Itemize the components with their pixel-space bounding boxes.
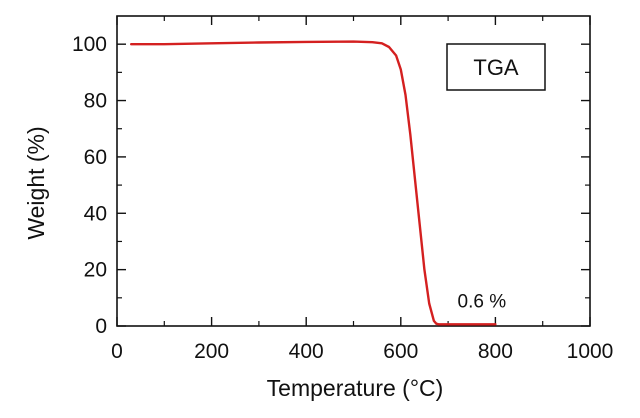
tick-marks [116, 16, 591, 327]
residual-annotation: 0.6 % [458, 292, 507, 313]
legend-box [446, 43, 546, 91]
tick-labels: 0 200 400 600 800 1000 0 20 40 60 80 100 [72, 33, 613, 363]
x-tick-label: 200 [194, 340, 229, 363]
x-tick-label: 0 [111, 340, 123, 363]
y-tick-label: 40 [84, 202, 107, 225]
y-tick-label: 0 [95, 315, 107, 338]
x-tick-label: 1000 [567, 340, 614, 363]
plot-border [116, 15, 591, 327]
plot-frame [116, 15, 591, 327]
x-axis-label: Temperature (°C) [267, 375, 444, 401]
legend-box-text: TGA [473, 55, 519, 80]
y-tick-label: 100 [72, 33, 107, 56]
y-tick-label: 80 [84, 90, 107, 113]
y-tick-label: 60 [84, 146, 107, 169]
y-axis-label: Weight (%) [23, 126, 49, 239]
tga-curve [129, 40, 497, 326]
y-tick-label: 20 [84, 259, 107, 282]
x-tick-label: 400 [289, 340, 324, 363]
data-series [129, 40, 497, 326]
x-tick-label: 800 [478, 340, 513, 363]
x-tick-label: 600 [383, 340, 418, 363]
